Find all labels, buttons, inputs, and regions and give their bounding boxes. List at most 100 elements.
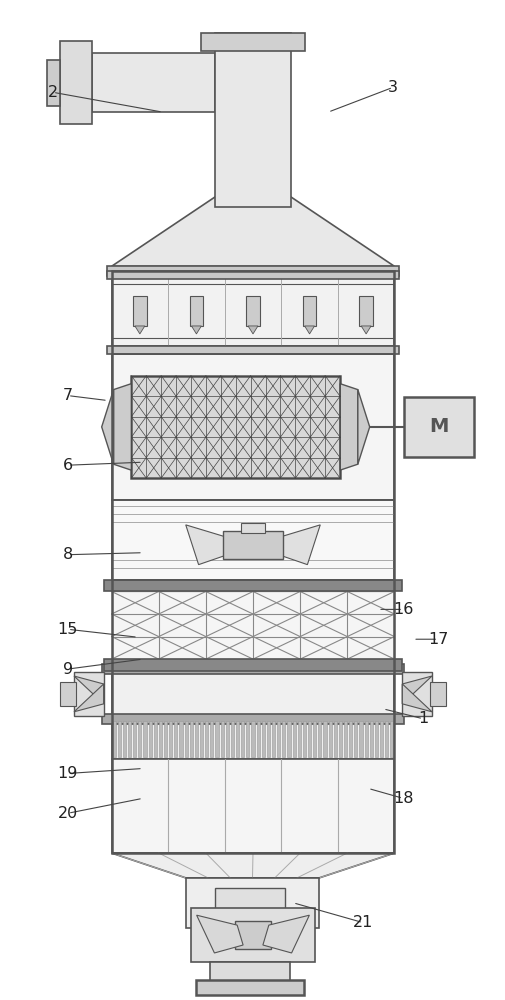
Bar: [60, 682, 76, 706]
Bar: [389, 721, 393, 757]
Text: 6: 6: [63, 458, 73, 473]
Bar: [179, 721, 182, 757]
Text: M: M: [428, 417, 448, 436]
Bar: [318, 721, 321, 757]
Bar: [354, 721, 357, 757]
Bar: [225, 721, 228, 757]
Bar: [159, 721, 162, 757]
Bar: [364, 721, 367, 757]
Bar: [210, 721, 213, 757]
Bar: [230, 721, 233, 757]
Bar: [235, 921, 270, 949]
Bar: [91, 52, 215, 112]
Bar: [338, 721, 341, 757]
Bar: [272, 721, 275, 757]
Bar: [313, 721, 316, 757]
Bar: [328, 721, 331, 757]
Bar: [292, 721, 295, 757]
Text: 7: 7: [63, 388, 73, 403]
Bar: [111, 354, 394, 500]
Bar: [111, 759, 394, 853]
Bar: [220, 721, 223, 757]
Bar: [169, 721, 172, 757]
Bar: [359, 721, 362, 757]
Bar: [223, 531, 282, 559]
Bar: [369, 721, 372, 757]
Bar: [189, 296, 203, 326]
Text: 19: 19: [58, 766, 78, 781]
Bar: [148, 721, 152, 757]
Bar: [403, 397, 473, 457]
Bar: [199, 721, 203, 757]
Bar: [256, 721, 259, 757]
Bar: [194, 721, 197, 757]
Bar: [323, 721, 326, 757]
Polygon shape: [361, 326, 370, 334]
Bar: [215, 33, 290, 207]
Bar: [111, 276, 394, 346]
Bar: [241, 721, 244, 757]
Polygon shape: [135, 326, 144, 334]
Bar: [184, 721, 187, 757]
Bar: [133, 296, 146, 326]
Bar: [111, 669, 394, 719]
Bar: [302, 296, 316, 326]
Bar: [429, 682, 445, 706]
Text: 3: 3: [387, 80, 397, 95]
Polygon shape: [272, 525, 320, 565]
Bar: [245, 296, 260, 326]
Bar: [401, 672, 431, 716]
Bar: [190, 908, 315, 962]
Polygon shape: [196, 915, 242, 953]
Polygon shape: [263, 915, 309, 953]
Polygon shape: [74, 676, 104, 704]
Bar: [277, 721, 280, 757]
Bar: [112, 721, 116, 757]
Bar: [102, 714, 403, 724]
Bar: [111, 591, 394, 659]
Text: 21: 21: [352, 915, 373, 930]
Polygon shape: [185, 525, 233, 565]
Bar: [107, 271, 398, 279]
Bar: [343, 721, 346, 757]
Polygon shape: [74, 684, 104, 712]
Text: 20: 20: [58, 806, 78, 821]
Bar: [302, 721, 306, 757]
Bar: [111, 719, 394, 759]
Bar: [384, 721, 387, 757]
Bar: [111, 271, 394, 853]
Polygon shape: [113, 384, 131, 470]
Bar: [215, 888, 284, 918]
Polygon shape: [111, 853, 394, 878]
Bar: [60, 41, 91, 124]
Polygon shape: [191, 326, 201, 334]
Text: 15: 15: [58, 622, 78, 637]
Bar: [107, 346, 398, 354]
Bar: [333, 721, 336, 757]
Bar: [246, 721, 249, 757]
Bar: [164, 721, 167, 757]
Bar: [138, 721, 141, 757]
Polygon shape: [247, 326, 258, 334]
Text: 16: 16: [392, 602, 413, 617]
Bar: [143, 721, 146, 757]
Bar: [104, 580, 401, 591]
Bar: [308, 721, 311, 757]
Bar: [266, 721, 270, 757]
Bar: [47, 60, 60, 106]
Bar: [174, 721, 177, 757]
Bar: [359, 296, 372, 326]
Bar: [210, 962, 289, 982]
Polygon shape: [339, 384, 357, 470]
Bar: [111, 500, 394, 580]
Polygon shape: [111, 197, 394, 266]
Bar: [118, 721, 121, 757]
Bar: [205, 721, 208, 757]
Bar: [348, 721, 351, 757]
Bar: [297, 721, 300, 757]
Bar: [74, 672, 104, 716]
Bar: [104, 659, 401, 671]
Bar: [287, 721, 290, 757]
Bar: [185, 878, 319, 928]
Bar: [102, 664, 403, 674]
